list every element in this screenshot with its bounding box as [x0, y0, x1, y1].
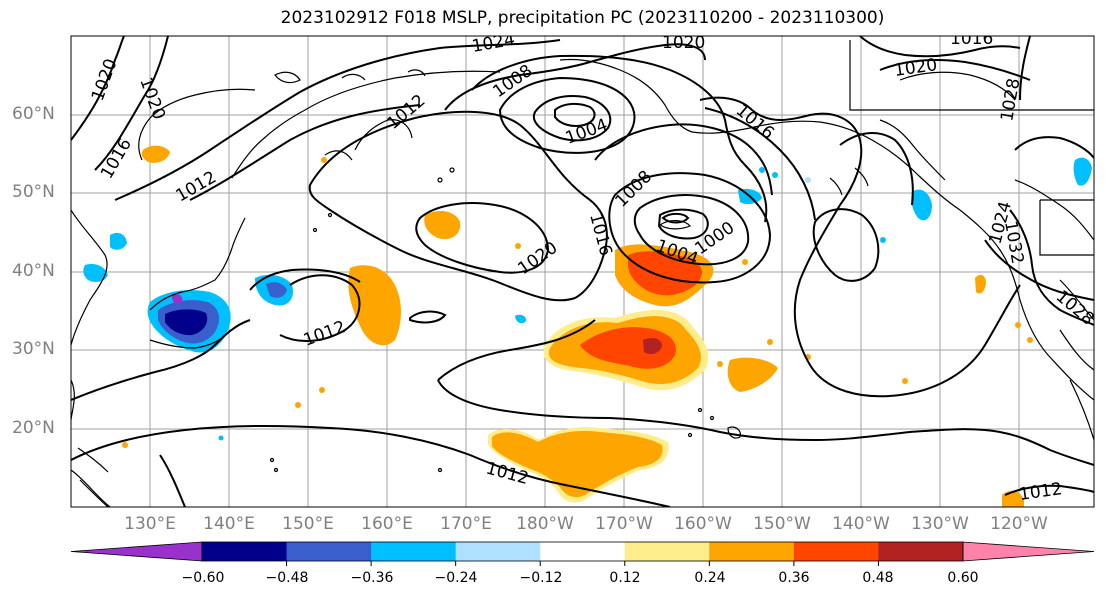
- lon-label: 180°W: [516, 514, 574, 534]
- colorbar-label: −0.24: [434, 570, 478, 586]
- lon-label: 130°W: [911, 514, 969, 534]
- map-frame: [70, 35, 1095, 508]
- lon-label: 170°E: [440, 514, 492, 534]
- lat-label: 20°N: [12, 418, 55, 438]
- lon-label: 170°W: [595, 514, 653, 534]
- colorbar-label: 0.24: [694, 570, 726, 586]
- isobar-label: 1020: [662, 33, 705, 53]
- lon-label: 140°E: [203, 514, 255, 534]
- colorbar-label: −0.12: [519, 570, 563, 586]
- colorbar-label: 0.60: [947, 570, 979, 586]
- lon-label: 160°E: [361, 514, 413, 534]
- colorbar-label: −0.36: [350, 570, 394, 586]
- lon-label: 150°E: [282, 514, 334, 534]
- lat-label: 40°N: [12, 261, 55, 281]
- lat-label: 60°N: [12, 104, 55, 124]
- precip-negative-anomalies: [83, 157, 1092, 441]
- colorbar-label: −0.48: [265, 570, 309, 586]
- colorbar-label: 0.48: [862, 570, 894, 586]
- mslp-isobars: [71, 36, 1094, 507]
- isobar-label: 1016: [950, 29, 993, 49]
- colorbar-label: −0.60: [181, 570, 225, 586]
- lat-label: 50°N: [12, 182, 55, 202]
- precip-positive-anomalies: [122, 145, 1033, 507]
- lon-label: 160°W: [674, 514, 732, 534]
- lon-label: 130°E: [124, 514, 176, 534]
- colorbar-label: 0.36: [778, 570, 810, 586]
- islands: [269, 69, 869, 473]
- lat-label: 30°N: [12, 339, 55, 359]
- map-title: 2023102912 F018 MSLP, precipitation PC (…: [280, 8, 885, 28]
- lon-label: 120°W: [990, 514, 1048, 534]
- lon-label: 140°W: [832, 514, 890, 534]
- colorbar-label: 0.12: [609, 570, 641, 586]
- lon-label: 150°W: [753, 514, 811, 534]
